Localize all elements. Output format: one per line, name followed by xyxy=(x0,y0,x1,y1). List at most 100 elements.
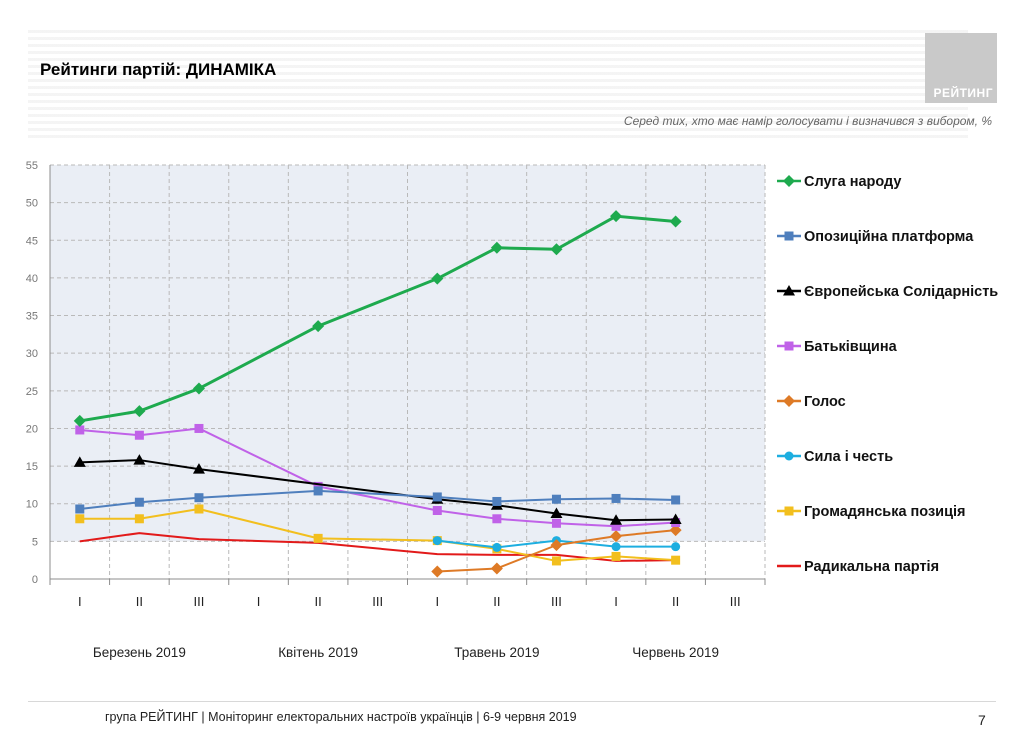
series-1 xyxy=(75,486,681,514)
data-point xyxy=(669,524,682,537)
x-tick-label: II xyxy=(136,594,143,609)
data-point xyxy=(492,514,502,524)
data-point xyxy=(134,514,144,524)
data-point xyxy=(550,507,563,519)
page-title: Рейтинги партій: ДИНАМІКА xyxy=(40,60,277,79)
chart-subtitle: Серед тих, хто має намір голосувати і ви… xyxy=(623,114,992,128)
data-point xyxy=(669,513,682,525)
logo-text: РЕЙТИНГ xyxy=(933,86,993,100)
y-tick-label: 15 xyxy=(26,461,38,473)
data-point xyxy=(432,506,442,516)
data-point xyxy=(492,496,502,506)
data-point xyxy=(313,533,323,543)
legend-label: Сила і честь xyxy=(804,449,893,465)
data-point xyxy=(192,382,205,395)
x-tick-label: I xyxy=(435,594,439,609)
data-point xyxy=(73,414,86,427)
x-tick-label: I xyxy=(78,594,82,609)
data-point xyxy=(611,493,621,503)
month-label: Травень 2019 xyxy=(454,645,539,660)
data-point xyxy=(551,518,561,528)
month-label: Квітень 2019 xyxy=(278,645,358,660)
series-line xyxy=(79,459,676,522)
x-tick-label: II xyxy=(493,594,500,609)
data-point xyxy=(611,542,621,552)
data-point xyxy=(671,555,681,565)
data-point xyxy=(134,430,144,440)
month-label: Червень 2019 xyxy=(632,645,719,660)
legend-label: Слуга народу xyxy=(804,174,901,190)
data-point xyxy=(432,492,442,502)
series-2 xyxy=(73,454,682,525)
legend-label: Голос xyxy=(804,394,846,410)
legend-label: Радикальна партія xyxy=(804,559,939,575)
data-point xyxy=(75,514,85,524)
data-point xyxy=(669,215,682,228)
x-tick-label: III xyxy=(194,594,205,609)
data-point xyxy=(194,423,204,433)
y-tick-label: 55 xyxy=(26,160,38,172)
data-point xyxy=(75,504,85,514)
data-point xyxy=(610,530,623,543)
series-7 xyxy=(79,532,676,562)
x-tick-label: III xyxy=(730,594,741,609)
data-point xyxy=(783,395,795,407)
data-point xyxy=(551,556,561,566)
data-point xyxy=(783,285,795,296)
legend-item-2: Європейська Солідарність xyxy=(777,284,998,300)
legend-item-0: Слуга народу xyxy=(777,174,901,190)
legend-item-7: Радикальна партія xyxy=(777,559,939,575)
legend-label: Батьківщина xyxy=(804,339,898,355)
y-tick-label: 35 xyxy=(26,311,38,323)
x-tick-label: I xyxy=(257,594,261,609)
data-point xyxy=(784,341,794,351)
y-tick-label: 25 xyxy=(26,386,38,398)
data-point xyxy=(431,272,444,285)
data-point xyxy=(783,175,795,187)
legend-label: Громадянська позиція xyxy=(804,504,966,520)
data-point xyxy=(134,497,144,507)
x-tick-label: III xyxy=(551,594,562,609)
data-point xyxy=(312,320,325,333)
footer-text: група РЕЙТИНГ | Моніторинг електоральних… xyxy=(105,710,577,724)
data-point xyxy=(490,241,503,254)
data-point xyxy=(784,506,794,516)
data-point xyxy=(133,454,146,465)
x-tick-label: II xyxy=(315,594,322,609)
header-background xyxy=(28,30,968,138)
data-point xyxy=(194,493,204,503)
data-point xyxy=(192,463,205,474)
data-point xyxy=(611,551,621,561)
data-point xyxy=(610,514,623,525)
data-point xyxy=(492,542,502,552)
x-tick-label: I xyxy=(614,594,618,609)
x-tick-label: II xyxy=(672,594,679,609)
series-4 xyxy=(431,524,682,578)
data-point xyxy=(194,504,204,514)
series-line xyxy=(79,532,676,562)
footer-divider xyxy=(28,701,996,702)
data-point xyxy=(73,456,86,467)
data-point xyxy=(550,539,563,552)
legend-item-4: Голос xyxy=(777,394,846,410)
legend-item-1: Опозиційна платформа xyxy=(777,229,974,245)
legend-item-6: Громадянська позиція xyxy=(777,504,966,520)
month-label: Березень 2019 xyxy=(93,645,186,660)
rating-logo: РЕЙТИНГ xyxy=(925,33,997,103)
x-tick-label: III xyxy=(372,594,383,609)
series-0 xyxy=(73,210,682,427)
data-point xyxy=(611,521,621,531)
data-point xyxy=(133,405,146,418)
legend-item-3: Батьківщина xyxy=(777,339,898,355)
y-tick-label: 5 xyxy=(32,536,38,548)
y-tick-label: 45 xyxy=(26,235,38,247)
data-point xyxy=(75,425,85,435)
y-tick-label: 0 xyxy=(32,574,38,586)
legend-label: Опозиційна платформа xyxy=(804,229,974,245)
data-point xyxy=(784,451,794,461)
y-tick-label: 20 xyxy=(26,423,38,435)
legend-label: Європейська Солідарність xyxy=(804,284,998,300)
data-point xyxy=(432,536,442,546)
y-tick-label: 10 xyxy=(26,499,38,511)
